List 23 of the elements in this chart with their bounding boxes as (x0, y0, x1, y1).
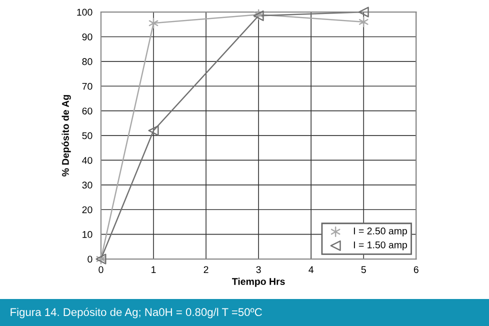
x-tick-label: 3 (256, 266, 261, 274)
y-tick-label: 80 (82, 58, 92, 66)
x-tick-label: 4 (308, 266, 314, 273)
x-tick-label: 0 (98, 266, 104, 274)
y-tick-label: 90 (82, 33, 92, 40)
y-tick-label: 20 (82, 206, 92, 214)
legend-label: I = 2.50 amp (354, 228, 407, 236)
x-tick-label: 5 (361, 266, 366, 274)
y-tick-label: 30 (82, 182, 92, 189)
y-axis-title: % Depósito de Ag (62, 95, 71, 176)
x-tick-label: 1 (152, 266, 156, 273)
y-tick-label: 0 (88, 256, 92, 263)
y-tick-label: 100 (77, 8, 92, 16)
x-tick-label: 6 (414, 266, 418, 274)
y-tick-label: 10 (82, 231, 92, 238)
y-tick-label: 70 (82, 82, 92, 90)
x-axis-title: Tiempo Hrs (232, 278, 285, 287)
legend-label: I = 1.50 amp (354, 241, 407, 250)
y-tick-label: 50 (82, 132, 92, 140)
text: Figura 14. Depósito de Ag; Na0H = 0.80g/l T =50ºC (10, 308, 262, 318)
x-tick-label: 2 (204, 266, 208, 273)
y-tick-label: 60 (82, 108, 92, 114)
y-tick-label: 40 (82, 156, 92, 164)
